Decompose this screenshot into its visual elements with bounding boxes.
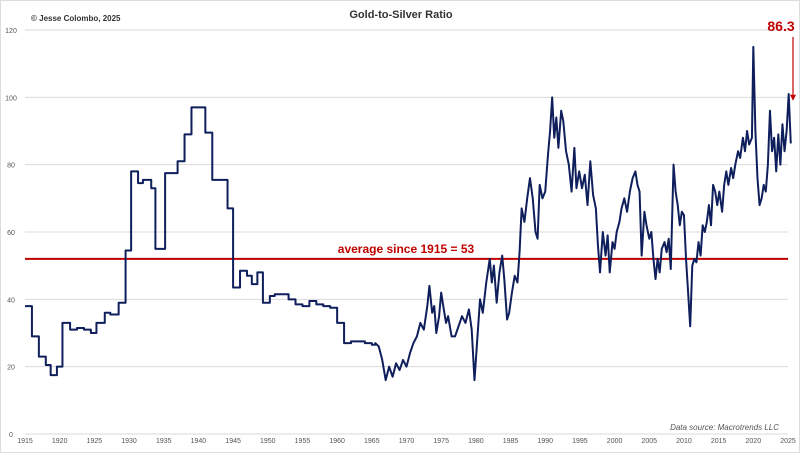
gridlines — [25, 29, 788, 435]
x-tick-label: 1935 — [156, 438, 172, 445]
x-axis-ticks: 1915 1920 1925 1930 1935 1940 1945 1950 1955 1960… — [17, 438, 796, 445]
x-tick-label: 2000 — [607, 438, 623, 445]
x-tick-label: 1980 — [468, 438, 484, 445]
y-axis-ticks: 0 20 40 60 80 100 120 — [5, 28, 17, 439]
x-tick-label: 2005 — [641, 438, 657, 445]
y-tick-label: 20 — [7, 365, 15, 372]
x-tick-label: 2010 — [676, 438, 692, 445]
y-tick-label: 0 — [9, 432, 13, 439]
annotation-arrow-head — [790, 94, 796, 101]
x-tick-label: 1975 — [433, 438, 449, 445]
y-tick-label: 60 — [7, 230, 15, 237]
x-tick-label: 1925 — [87, 438, 103, 445]
y-tick-label: 100 — [5, 95, 17, 102]
x-tick-label: 2025 — [780, 438, 796, 445]
y-tick-label: 80 — [7, 163, 15, 170]
x-tick-label: 1995 — [572, 438, 588, 445]
x-tick-label: 2015 — [711, 438, 727, 445]
average-label: average since 1915 = 53 — [338, 242, 475, 256]
x-tick-label: 1960 — [329, 438, 345, 445]
x-tick-label: 1915 — [17, 438, 33, 445]
x-tick-label: 1990 — [537, 438, 553, 445]
annotation-arrow-icon — [790, 37, 796, 101]
series-line-gold-silver-ratio — [25, 45, 792, 382]
x-tick-label: 2020 — [746, 438, 762, 445]
x-tick-label: 1950 — [260, 438, 276, 445]
y-tick-label: 40 — [7, 297, 15, 304]
x-tick-label: 1955 — [295, 438, 311, 445]
data-source-label: Data source: Macrotrends LLC — [670, 423, 779, 432]
copyright-label: © Jesse Colombo, 2025 — [31, 14, 121, 23]
x-tick-label: 1945 — [225, 438, 241, 445]
x-tick-label: 1920 — [52, 438, 68, 445]
x-tick-label: 1965 — [364, 438, 380, 445]
x-tick-label: 1940 — [191, 438, 207, 445]
annotation-label: 86.3 — [767, 18, 794, 34]
x-tick-label: 1985 — [503, 438, 519, 445]
chart-title: Gold-to-Silver Ratio — [349, 9, 453, 21]
y-tick-label: 120 — [5, 28, 17, 35]
x-tick-label: 1970 — [399, 438, 415, 445]
x-tick-label: 1930 — [121, 438, 137, 445]
